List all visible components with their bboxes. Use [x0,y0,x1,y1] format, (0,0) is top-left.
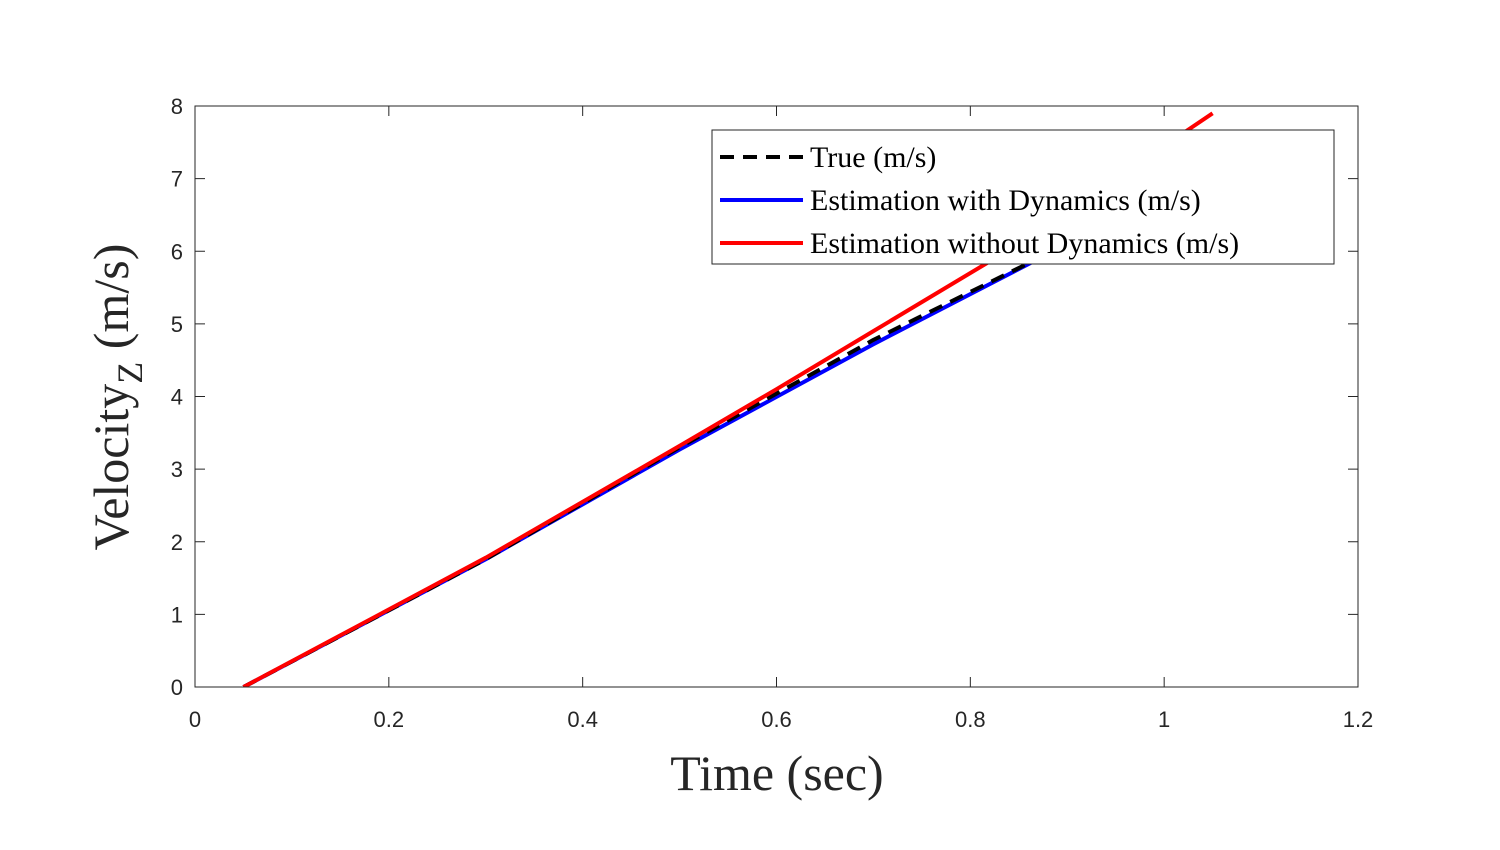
series-line-true [242,242,1069,687]
y-tick-label: 8 [171,94,183,119]
legend-box [711,129,1335,265]
y-tick-label: 4 [171,385,183,410]
x-tick-label: 0.8 [955,707,986,732]
y-axis-label: VelocityZ (m/s) [83,244,150,551]
legend-label: True (m/s) [810,141,936,174]
y-tick-label: 3 [171,457,183,482]
y-axis-label-main: Velocity [83,384,139,551]
x-tick-label: 0.4 [567,707,598,732]
x-axis-label: Time (sec) [670,745,883,801]
y-tick-label: 1 [171,602,183,627]
y-tick-label: 5 [171,312,183,337]
x-axis: 0 0.2 0.4 0.6 0.8 1 1.2 [189,106,1373,732]
y-axis-label-unit: (m/s) [83,244,139,362]
y-tick-label: 7 [171,167,183,192]
y-tick-label: 0 [171,675,183,700]
y-axis-label-subscript: Z [110,362,150,384]
x-tick-label: 0.6 [761,707,792,732]
legend-label: Estimation without Dynamics (m/s) [810,227,1239,260]
x-tick-label: 1.2 [1343,707,1374,732]
y-tick-label: 6 [171,239,183,264]
x-tick-label: 1 [1158,707,1170,732]
x-tick-label: 0.2 [374,707,405,732]
legend-label: Estimation with Dynamics (m/s) [810,184,1201,217]
y-axis: 0 1 2 3 4 5 6 7 8 [171,94,1358,700]
y-tick-label: 2 [171,530,183,555]
legend: True (m/s) Estimation with Dynamics (m/s)… [711,129,1335,265]
x-tick-label: 0 [189,707,201,732]
